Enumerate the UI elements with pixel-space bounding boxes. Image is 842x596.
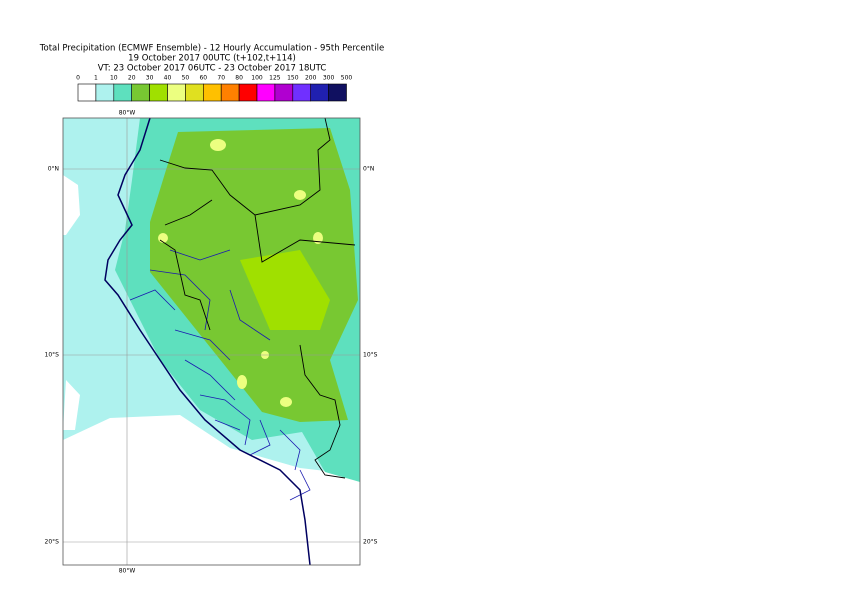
legend-label: 10: [110, 75, 118, 82]
legend-swatch: [310, 83, 329, 102]
legend-swatch: [113, 83, 133, 102]
legend-swatch: [238, 83, 258, 102]
legend-swatch: [167, 83, 186, 102]
legend-swatch: [292, 83, 311, 102]
legend-swatch: [77, 83, 97, 102]
precip-peak: [210, 139, 226, 151]
legend-label: 150: [287, 75, 299, 82]
legend-swatch: [256, 83, 276, 102]
country-borders: [159, 118, 356, 479]
lat-label: 10°S: [363, 352, 378, 359]
legend-label: 100: [251, 75, 263, 82]
precip-peak: [280, 397, 292, 407]
lat-label: 0°N: [363, 166, 374, 173]
legend-label: 70: [217, 75, 225, 82]
legend-swatch: [274, 83, 294, 102]
coastline: [104, 118, 311, 565]
legend-swatch: [131, 83, 150, 102]
legend-label: 50: [182, 75, 190, 82]
legend-label: 500: [341, 75, 353, 82]
map: [63, 118, 360, 565]
map-frame: [62, 117, 361, 566]
legend-swatch: [328, 83, 347, 102]
legend-swatch: [203, 83, 222, 102]
legend-label: 60: [199, 75, 207, 82]
legend-label: 1: [94, 75, 98, 82]
legend-swatch: [185, 83, 204, 102]
dry-area: [63, 415, 360, 565]
precip-peak: [294, 190, 306, 200]
precip-peak: [237, 375, 247, 389]
valid-time: VT: 23 October 2017 06UTC - 23 October 2…: [98, 64, 327, 74]
lat-label: 20°S: [363, 539, 378, 546]
legend-label: 200: [305, 75, 317, 82]
title: Total Precipitation (ECMWF Ensemble) - 1…: [39, 44, 384, 54]
lat-label: 10°S: [45, 352, 60, 359]
base-time: 19 October 2017 00UTC (t+102,t+114): [128, 54, 296, 64]
lon-label: 80°W: [119, 568, 136, 575]
legend-swatch: [95, 83, 115, 102]
legend-label: 80: [235, 75, 243, 82]
legend: 0 1 10 20 30 40 50 60 70 80 100 125 150 200 300 500: [76, 75, 352, 102]
legend-label: 20: [128, 75, 136, 82]
legend-label: 40: [164, 75, 172, 82]
lat-label: 0°N: [48, 166, 59, 173]
legend-swatch: [149, 83, 168, 102]
legend-label: 125: [269, 75, 281, 82]
legend-label: 30: [146, 75, 154, 82]
lon-label: 80°W: [119, 110, 136, 117]
legend-label: 300: [323, 75, 335, 82]
admin-borders: [129, 249, 311, 501]
lat-label: 20°S: [45, 539, 60, 546]
dry-area: [63, 175, 80, 430]
legend-label: 0: [76, 75, 80, 82]
precip-area: [240, 250, 330, 330]
legend-swatch: [220, 83, 240, 102]
